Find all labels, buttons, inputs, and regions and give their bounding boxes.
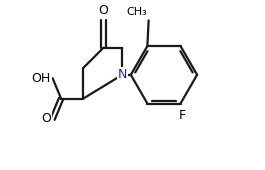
- Text: OH: OH: [32, 72, 51, 85]
- Text: CH₃: CH₃: [126, 7, 147, 17]
- Text: O: O: [41, 113, 51, 125]
- Text: N: N: [118, 68, 127, 81]
- Text: F: F: [179, 109, 186, 122]
- Text: O: O: [99, 4, 109, 17]
